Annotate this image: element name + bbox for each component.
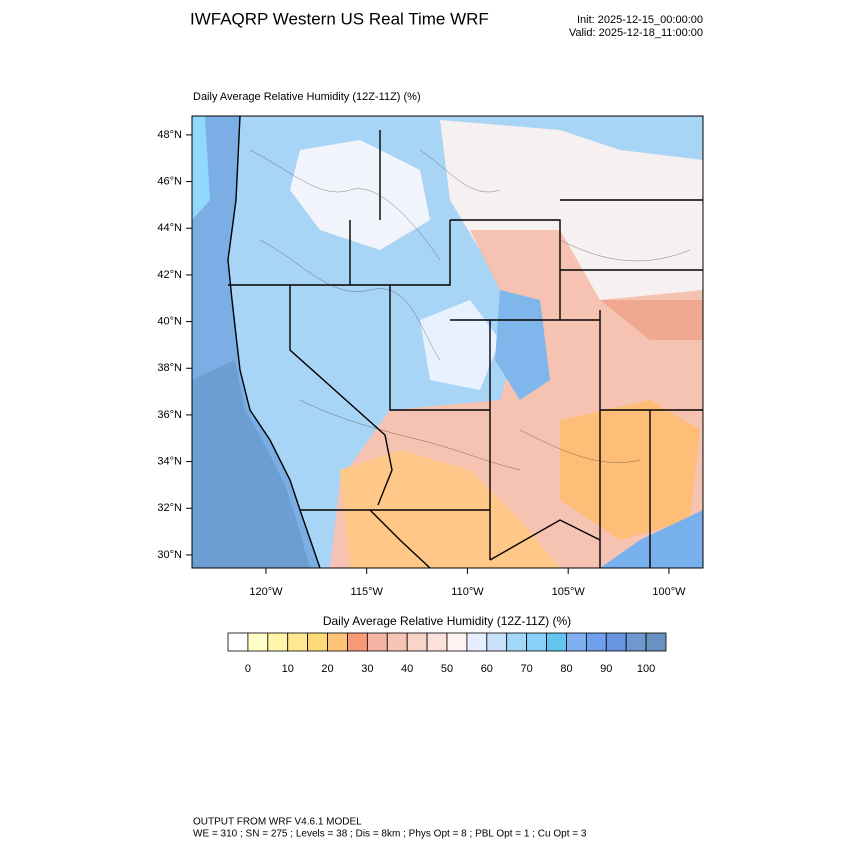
colorbar-box <box>307 632 328 652</box>
y-tick-label: 32°N <box>157 502 182 514</box>
rockies <box>495 290 550 400</box>
footer-line: WE = 310 ; SN = 275 ; Levels = 38 ; Dis … <box>193 829 587 840</box>
colorbar-box <box>645 632 667 652</box>
gulf-moist <box>600 510 703 568</box>
colorbar-box <box>287 632 309 652</box>
colorbar-box <box>585 632 607 652</box>
y-tick-label: 46°N <box>157 175 182 187</box>
colorbar-label: 100 <box>637 663 655 675</box>
colorbar-box <box>526 632 547 652</box>
ocean-deep <box>192 360 310 568</box>
colorbar-box <box>426 632 448 652</box>
y-tick-label: 48°N <box>157 129 182 141</box>
coastline <box>227 116 321 568</box>
y-tick-label: 40°N <box>157 315 182 327</box>
dry-north <box>290 140 430 250</box>
x-tick-label: 100°W <box>652 586 686 598</box>
colorbar-box <box>366 632 388 652</box>
valid-time: Valid: 2025-12-18_11:00:00 <box>569 27 703 39</box>
colorbar-box <box>546 632 567 652</box>
colorbar-label: 10 <box>282 663 294 675</box>
colorbar-box <box>406 632 428 652</box>
contours <box>249 149 691 471</box>
plateau <box>420 300 500 390</box>
map-frame <box>191 115 704 569</box>
y-tick-label: 42°N <box>157 269 182 281</box>
colorbar-box <box>566 632 587 652</box>
y-tick-label: 38°N <box>157 362 182 374</box>
very-dry-east <box>560 400 700 540</box>
y-tick-label: 30°N <box>157 549 182 561</box>
colorbar-title: Daily Average Relative Humidity (12Z-11Z… <box>323 614 571 628</box>
colorbar-label: 90 <box>600 663 612 675</box>
colorbar-box <box>247 632 269 652</box>
plains-north <box>440 120 703 310</box>
colorbar-label: 20 <box>321 663 333 675</box>
colorbar-box <box>327 632 348 652</box>
humidity-field <box>192 116 703 568</box>
colorbar-box <box>605 632 627 652</box>
x-tick-label: 110°W <box>451 586 484 598</box>
colorbar-box <box>506 632 528 652</box>
ocean-north <box>192 116 210 220</box>
plot-label: Daily Average Relative Humidity (12Z-11Z… <box>193 91 421 103</box>
y-tick-label: 36°N <box>157 409 182 421</box>
colorbar-box <box>446 632 468 652</box>
colorbar-label: 0 <box>245 663 251 675</box>
x-tick-label: 105°W <box>552 586 586 598</box>
colorbar-label: 60 <box>481 663 493 675</box>
colorbar-box <box>267 632 289 652</box>
y-tick-label: 34°N <box>157 455 182 467</box>
boundaries <box>227 116 703 568</box>
colorbar-label: 70 <box>521 663 533 675</box>
gulf-coast <box>369 509 431 568</box>
footer-line: OUTPUT FROM WRF V4.6.1 MODEL <box>193 817 362 828</box>
colorbar-box <box>386 632 408 652</box>
colorbar-box <box>625 632 647 652</box>
colorbar-box <box>227 632 249 652</box>
init-time: Init: 2025-12-15_00:00:00 <box>577 14 703 26</box>
x-tick-label: 115°W <box>351 586 384 598</box>
colorbar-label: 40 <box>401 663 413 675</box>
title: IWFAQRP Western US Real Time WRF <box>190 9 489 28</box>
x-tick-label: 120°W <box>249 586 283 598</box>
very-dry-southwest <box>340 450 560 568</box>
colorbar-label: 30 <box>361 663 373 675</box>
colorbar-box <box>466 632 488 652</box>
plains-mid <box>600 300 703 340</box>
colorbar-box <box>486 632 508 652</box>
colorbar-box <box>347 632 368 652</box>
colorbar-label: 50 <box>441 663 453 675</box>
y-tick-label: 44°N <box>157 222 182 234</box>
colorbar-label: 80 <box>560 663 572 675</box>
